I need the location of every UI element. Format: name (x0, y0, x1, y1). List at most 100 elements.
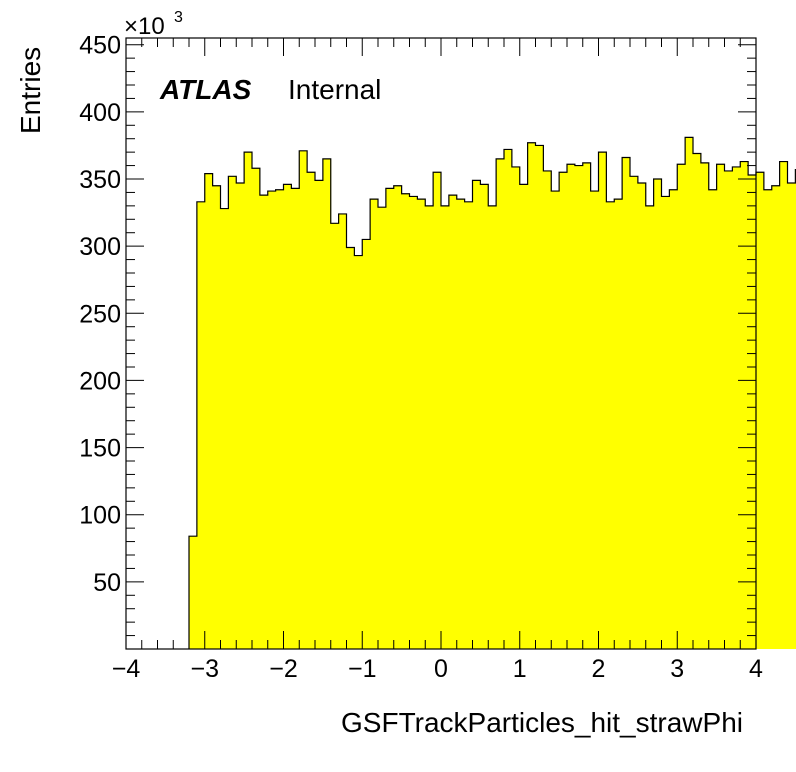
histogram-bin (708, 189, 718, 649)
histogram-bin (527, 142, 536, 649)
histogram-outline (188, 136, 796, 649)
x-axis-title: GSFTrackParticles_hit_strawPhi (341, 707, 743, 738)
histogram-bin (756, 172, 765, 650)
histogram-bin (228, 176, 237, 650)
histogram-bin (204, 173, 214, 649)
histogram-bin (252, 168, 261, 649)
histogram-bin (456, 199, 466, 649)
histogram-bin (535, 145, 544, 649)
histogram-bin (551, 191, 560, 650)
histogram-bin (590, 191, 599, 650)
x-tick-label: 4 (749, 655, 763, 683)
y-multiplier-exponent: 3 (174, 9, 183, 26)
histogram-bin (259, 195, 269, 649)
histogram-bin (433, 172, 442, 650)
histogram-bin (716, 164, 725, 649)
histogram-bin (732, 166, 741, 649)
y-tick-label: 350 (79, 166, 121, 194)
histogram-bin (267, 191, 277, 650)
histogram-bin (236, 183, 245, 649)
histogram-bin (779, 161, 788, 650)
histogram-bin (425, 205, 434, 649)
histogram-bin (393, 185, 403, 649)
histogram-bin (685, 137, 694, 649)
histogram-bin (244, 152, 253, 649)
histogram-bin (315, 180, 324, 650)
histogram-bin (630, 176, 639, 650)
histogram-bin (409, 196, 418, 649)
histogram-bin (740, 161, 749, 650)
x-tick-label: −4 (112, 655, 141, 683)
x-tick-label: −2 (269, 655, 298, 683)
histogram-bin (771, 185, 781, 649)
y-tick-label: 250 (79, 300, 121, 328)
histogram-bin (677, 164, 686, 649)
histogram-bin (598, 152, 607, 649)
x-tick-label: 2 (592, 655, 606, 683)
y-tick-label: 150 (79, 435, 121, 463)
x-tick-label: −1 (348, 655, 377, 683)
atlas-label: ATLAS (159, 74, 252, 105)
histogram-bin (622, 157, 631, 649)
histogram-bin (511, 166, 521, 649)
histogram-bin (480, 184, 489, 649)
y-tick-label: 200 (79, 367, 121, 395)
y-axis-title: Entries (15, 47, 46, 134)
histogram-bin (504, 149, 513, 649)
histogram-bin (559, 172, 568, 650)
histogram-bin (330, 223, 340, 650)
histogram-bin (464, 201, 473, 650)
histogram-bin (401, 193, 410, 649)
histogram-bin (637, 183, 647, 649)
histogram-bin (496, 158, 505, 649)
y-tick-labels: 50 100 150 200 250 300 350 400 450 (79, 32, 121, 597)
histogram-bin (700, 162, 710, 649)
histogram-bin (669, 189, 678, 649)
histogram-bin (275, 189, 284, 649)
histogram-bin (787, 183, 796, 649)
x-tick-label: 3 (670, 655, 684, 683)
histogram-bin (606, 201, 615, 650)
histogram-bin (724, 170, 733, 649)
histogram-bin (448, 195, 458, 649)
histogram-bin (653, 179, 662, 649)
y-tick-label: 400 (79, 99, 121, 127)
histogram-bin (299, 150, 308, 650)
histogram-bin (763, 189, 773, 649)
histogram-bin (291, 188, 300, 649)
histogram-bin (212, 185, 221, 649)
y-tick-label: 100 (79, 502, 121, 530)
histogram-bin (307, 172, 316, 650)
histogram-bin (346, 247, 355, 649)
histogram-bin (362, 239, 371, 649)
histogram-bin (189, 536, 198, 649)
histogram-bin (417, 199, 426, 649)
x-tick-labels: −4 −3 −2 −1 0 1 2 3 4 (112, 655, 763, 683)
histogram-bin (472, 180, 481, 650)
histogram-bin (661, 196, 670, 649)
histogram-bin (196, 201, 206, 650)
histogram-bin (322, 158, 332, 649)
histogram-bin (582, 162, 592, 649)
histogram-bin (354, 255, 363, 650)
x-tick-label: 0 (434, 655, 448, 683)
histogram-bars (189, 137, 796, 650)
histogram-bin (370, 199, 379, 649)
histogram-bin (441, 205, 450, 649)
histogram-bin (567, 164, 576, 649)
histogram-bin (645, 205, 655, 649)
y-tick-label: 50 (93, 569, 121, 597)
x-tick-label: −3 (190, 655, 219, 683)
histogram-bin (748, 174, 757, 649)
histogram-bin (385, 188, 395, 649)
histogram-bin (614, 199, 623, 649)
y-multiplier-base: ×10 (124, 13, 165, 40)
histogram-bin (378, 207, 387, 649)
internal-label: Internal (288, 74, 381, 105)
x-tick-label: 1 (513, 655, 527, 683)
histogram-bin (543, 170, 552, 649)
histogram-bin (220, 208, 229, 650)
histogram-bin (488, 205, 497, 649)
y-tick-label: 450 (79, 32, 121, 60)
